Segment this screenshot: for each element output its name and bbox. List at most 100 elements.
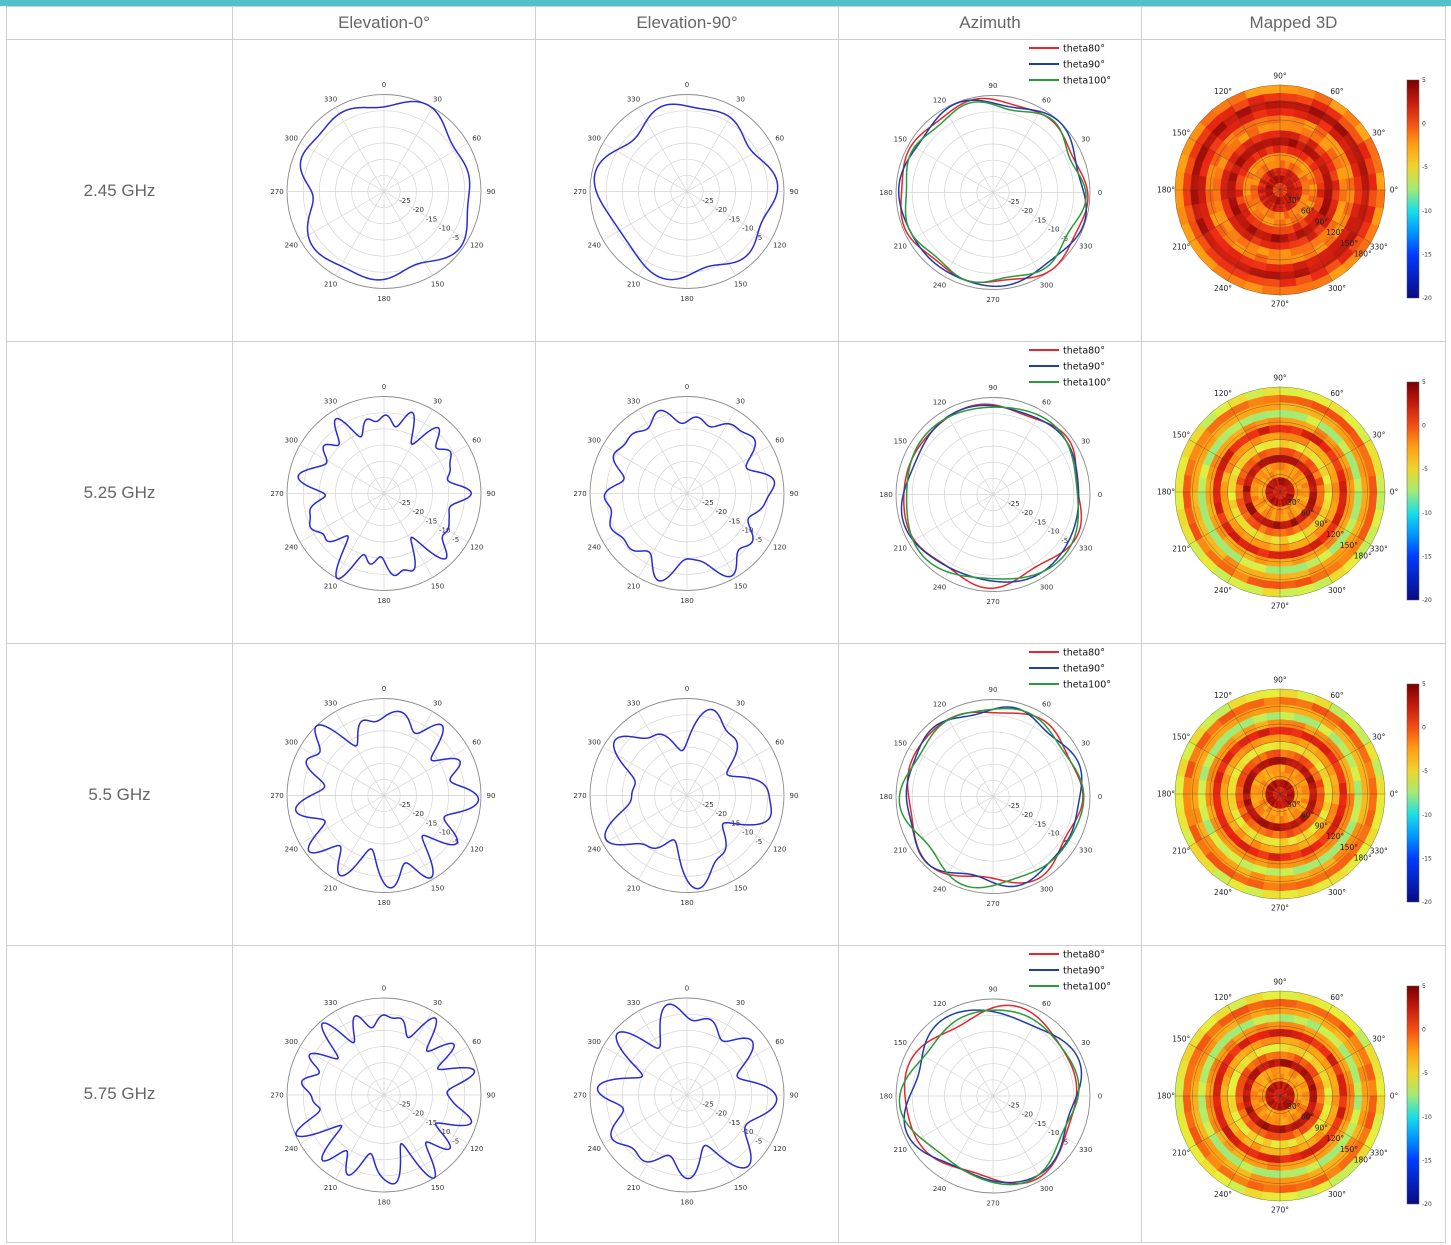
- heatmap-cell: [1242, 183, 1251, 191]
- angle-tick-label: 300: [285, 437, 298, 445]
- grid-spoke: [383, 493, 469, 543]
- grid-spoke: [383, 107, 433, 192]
- heatmap-cell: [1219, 179, 1229, 191]
- grid-spoke: [992, 445, 1078, 495]
- heatmap-cell: [1267, 852, 1281, 862]
- heatmap-cell: [1270, 837, 1281, 847]
- colorbar-tick-label: 0: [1422, 1027, 1426, 1034]
- angle-tick-label: 210: [627, 885, 640, 893]
- radial-tick-label: -15: [729, 215, 740, 223]
- azimuth-plot-cell: 0 30 60 90 120 150 180 210 240 270 300 330 -25 -20 -15…: [838, 39, 1142, 342]
- angle-tick-label: 210: [324, 885, 337, 893]
- heatmap-cell: [1338, 479, 1348, 493]
- heatmap-radial-label: 180°: [1354, 854, 1372, 863]
- angle-tick-label: 120: [470, 1145, 483, 1153]
- heatmap-cell: [1279, 122, 1293, 132]
- grid-spoke: [992, 1095, 1042, 1181]
- angle-tick-label: 330: [1079, 847, 1092, 855]
- angle-tick-label: 180: [377, 1199, 390, 1207]
- heatmap-cell: [1279, 845, 1291, 855]
- grid-spoke: [908, 747, 994, 797]
- radial-tick-label: -15: [426, 1119, 437, 1127]
- pattern-series-line: [294, 710, 480, 889]
- grid-spoke: [383, 1094, 433, 1180]
- angle-tick-label: 210: [627, 1184, 640, 1192]
- heatmap-cell: [1279, 446, 1289, 456]
- angle-tick-label: 60: [472, 739, 481, 747]
- angle-tick-label: 90: [790, 792, 799, 800]
- heatmap-cell: [1204, 478, 1214, 493]
- heatmap-grid-spoke: [1279, 702, 1333, 795]
- heatmap-angle-label: 240°: [1214, 888, 1232, 897]
- angle-tick-label: 0: [1098, 189, 1102, 197]
- grid-spoke: [602, 142, 688, 192]
- heatmap-cell: [1338, 491, 1348, 505]
- colorbar: [1406, 381, 1420, 601]
- angle-tick-label: 90: [989, 82, 998, 90]
- heatmap-cell: [1266, 860, 1281, 870]
- grid-spoke: [944, 410, 994, 495]
- heatmap-disk: [1174, 990, 1386, 1202]
- mapped-3d-plot-cell: 90° 60° 30° 0° 330° 300° 270° 240° 210° 180° 150° 1…: [1141, 341, 1446, 644]
- heatmap-grid-spoke: [1279, 491, 1333, 584]
- grid-spoke: [638, 409, 688, 494]
- heatmap-angle-label: 330°: [1370, 1149, 1388, 1158]
- grid-spoke: [299, 795, 385, 845]
- grid-spoke: [992, 494, 1042, 579]
- angle-tick-label: 90: [487, 490, 496, 498]
- grid-spoke: [944, 1011, 994, 1097]
- grid-spoke: [686, 444, 772, 494]
- heatmap-radial-label: 120°: [1326, 530, 1344, 539]
- angle-tick-label: 180: [879, 1093, 892, 1101]
- angle-tick-label: 300: [1040, 1185, 1053, 1193]
- polar-chart: 0 30 60 90 120 150 180 210 240 270 300 330 -25-20-15…: [270, 685, 495, 907]
- heatmap-radial-label: 150°: [1340, 843, 1358, 852]
- grid-spoke: [944, 108, 994, 193]
- grid-spoke: [335, 191, 385, 276]
- heatmap-angle-label: 150°: [1172, 733, 1190, 742]
- angle-tick-label: 60: [1042, 96, 1051, 104]
- colorbar-tick-label: -10: [1422, 1114, 1432, 1121]
- radial-tick-label: -20: [715, 508, 726, 516]
- angle-tick-label: 60: [472, 135, 481, 143]
- heatmap-cell: [1212, 189, 1222, 203]
- polar-grid: [895, 699, 1091, 894]
- colorbar-tick-label: 5: [1422, 681, 1426, 688]
- angle-tick-label: 180: [680, 597, 693, 605]
- heatmap-grid-spoke: [1279, 1043, 1372, 1097]
- radial-tick-label: -15: [729, 1119, 740, 1127]
- heatmap-angle-label: 150°: [1172, 431, 1190, 440]
- heatmap-disk: [1174, 688, 1386, 900]
- radial-tick-label: -5: [452, 1137, 459, 1145]
- angle-tick-label: 270: [270, 490, 283, 498]
- radial-tick-label: -10: [1048, 226, 1059, 234]
- heatmap-angle-label: 330°: [1370, 243, 1388, 252]
- grid-spoke: [299, 191, 385, 241]
- angle-tick-label: 330: [627, 95, 640, 103]
- heatmap-grid-spoke: [1279, 793, 1333, 886]
- heatmap-grid-spoke: [1227, 189, 1281, 282]
- radial-tick-label: -20: [715, 1110, 726, 1118]
- grid-spoke: [686, 746, 772, 796]
- radial-tick-label: -25: [702, 801, 713, 809]
- angle-tick-label: 0: [685, 383, 689, 391]
- colorbar-tick-label: -5: [1422, 1070, 1428, 1077]
- heatmap-radial-label: 90°: [1315, 519, 1329, 528]
- colorbar-tick-label: 0: [1422, 121, 1426, 128]
- heatmap-cell: [1279, 558, 1294, 568]
- heatmap-cell: [1212, 1095, 1222, 1109]
- heatmap-cell: [1204, 491, 1214, 506]
- angle-tick-label: 240: [285, 544, 298, 552]
- angle-tick-label: 180: [879, 793, 892, 801]
- angle-tick-label: 150: [734, 1184, 747, 1192]
- heatmap-cell: [1266, 1162, 1281, 1172]
- heatmap-grid-spoke: [1188, 1095, 1281, 1149]
- grid-spoke: [383, 711, 433, 796]
- radial-tick-label: -5: [755, 536, 762, 544]
- grid-spoke: [686, 1094, 772, 1144]
- angle-tick-label: 30: [736, 95, 745, 103]
- radial-tick-label: -10: [742, 527, 753, 535]
- pattern-series-line: [603, 409, 776, 582]
- grid-spoke: [686, 1094, 736, 1180]
- polar-chart: 0 30 60 90 120 150 180 210 240 270 300 330 -25-20-15…: [879, 44, 1111, 305]
